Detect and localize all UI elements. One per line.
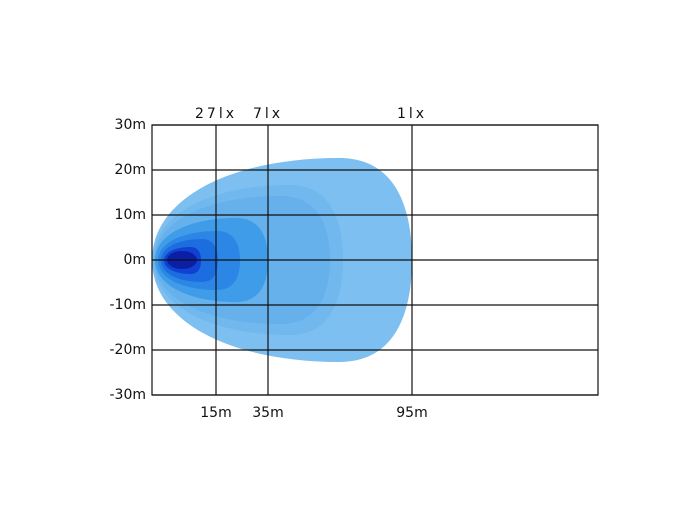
lux-label: 27lx	[195, 106, 237, 122]
lux-label: 1lx	[397, 106, 427, 122]
y-tick-label: 20m	[115, 162, 146, 178]
distance-label: 15m	[200, 405, 231, 421]
y-tick-label: -10m	[109, 297, 146, 313]
plot-frame	[151, 124, 599, 396]
y-tick-label: 30m	[115, 117, 146, 133]
y-tick-label: 10m	[115, 207, 146, 223]
lux-label: 7lx	[253, 106, 283, 122]
y-tick-label: -20m	[109, 342, 146, 358]
distance-label: 95m	[396, 405, 427, 421]
distance-label: 35m	[252, 405, 283, 421]
y-tick-label: 0m	[123, 252, 146, 268]
y-tick-label: -30m	[109, 387, 146, 403]
